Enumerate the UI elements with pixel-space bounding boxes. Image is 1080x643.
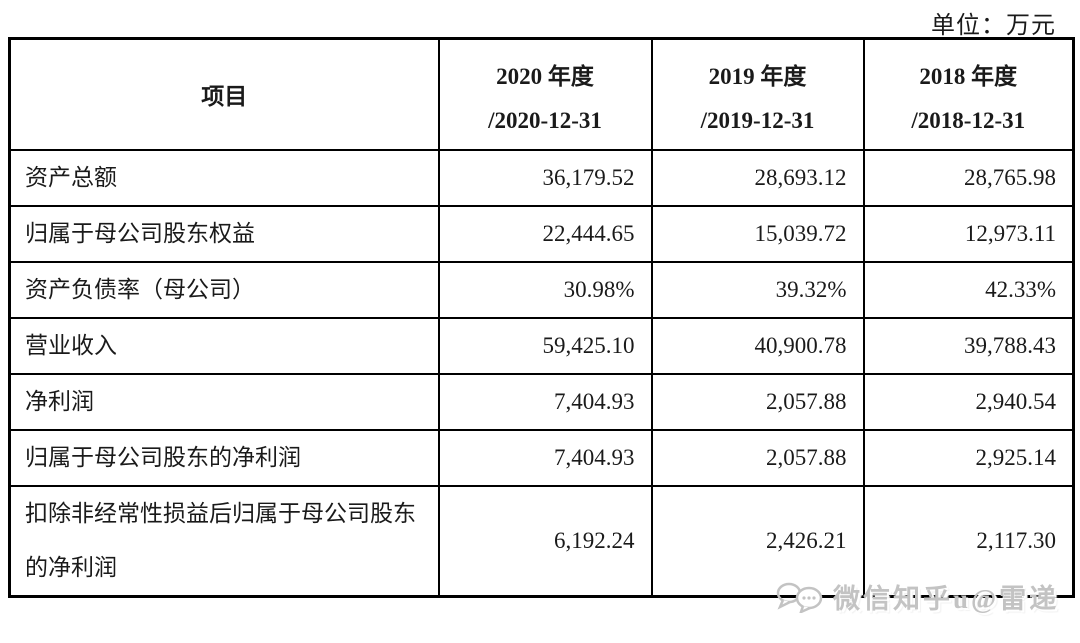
row-value: 7,404.93 <box>437 372 653 431</box>
year-date: /2018-12-31 <box>911 108 1026 134</box>
row-value: 36,179.52 <box>437 148 653 207</box>
row-label: 营业收入 <box>8 316 440 375</box>
row-value: 15,039.72 <box>650 204 865 263</box>
row-value: 39.32% <box>650 260 865 319</box>
row-value: 28,765.98 <box>862 148 1075 207</box>
row-value: 40,900.78 <box>650 316 865 375</box>
column-header-item: 项目 <box>8 37 440 151</box>
year-label: 2019 年度 <box>708 64 807 90</box>
row-value: 7,404.93 <box>437 428 653 487</box>
row-value: 2,057.88 <box>650 428 865 487</box>
row-value: 59,425.10 <box>437 316 653 375</box>
year-label: 2018 年度 <box>919 64 1018 90</box>
row-value: 2,117.30 <box>862 484 1075 598</box>
row-value: 2,057.88 <box>650 372 865 431</box>
column-header-2019: 2019 年度 /2019-12-31 <box>650 37 865 151</box>
column-header-2018: 2018 年度 /2018-12-31 <box>862 37 1075 151</box>
row-value: 39,788.43 <box>862 316 1075 375</box>
row-value: 2,940.54 <box>862 372 1075 431</box>
table-row: 归属于母公司股东权益 22,444.65 15,039.72 12,973.11 <box>8 204 1075 263</box>
row-label: 归属于母公司股东的净利润 <box>8 428 440 487</box>
row-label: 资产总额 <box>8 148 440 207</box>
year-label: 2020 年度 <box>496 64 594 90</box>
financial-summary-table: 项目 2020 年度 /2020-12-31 2019 年度 /2019-12-… <box>8 37 1075 598</box>
row-label: 净利润 <box>8 372 440 431</box>
row-value: 12,973.11 <box>862 204 1075 263</box>
row-label: 扣除非经常性损益后归属于母公司股东的净利润 <box>8 484 440 598</box>
row-label: 资产负债率（母公司） <box>8 260 440 319</box>
row-value: 6,192.24 <box>437 484 653 598</box>
unit-label: 单位：万元 <box>931 13 1056 39</box>
table-row: 净利润 7,404.93 2,057.88 2,940.54 <box>8 372 1075 431</box>
year-date: /2020-12-31 <box>488 108 602 134</box>
row-value: 30.98% <box>437 260 653 319</box>
table-row: 资产负债率（母公司） 30.98% 39.32% 42.33% <box>8 260 1075 319</box>
row-value: 28,693.12 <box>650 148 865 207</box>
table-row: 扣除非经常性损益后归属于母公司股东的净利润 6,192.24 2,426.21 … <box>8 484 1075 598</box>
table-row: 营业收入 59,425.10 40,900.78 39,788.43 <box>8 316 1075 375</box>
row-value: 22,444.65 <box>437 204 653 263</box>
column-header-2020: 2020 年度 /2020-12-31 <box>437 37 653 151</box>
year-date: /2019-12-31 <box>700 108 815 134</box>
row-value: 2,925.14 <box>862 428 1075 487</box>
table-row: 资产总额 36,179.52 28,693.12 28,765.98 <box>8 148 1075 207</box>
row-label: 归属于母公司股东权益 <box>8 204 440 263</box>
table-header-row: 项目 2020 年度 /2020-12-31 2019 年度 /2019-12-… <box>8 37 1075 151</box>
row-value: 2,426.21 <box>650 484 865 598</box>
row-value: 42.33% <box>862 260 1075 319</box>
table-row: 归属于母公司股东的净利润 7,404.93 2,057.88 2,925.14 <box>8 428 1075 487</box>
